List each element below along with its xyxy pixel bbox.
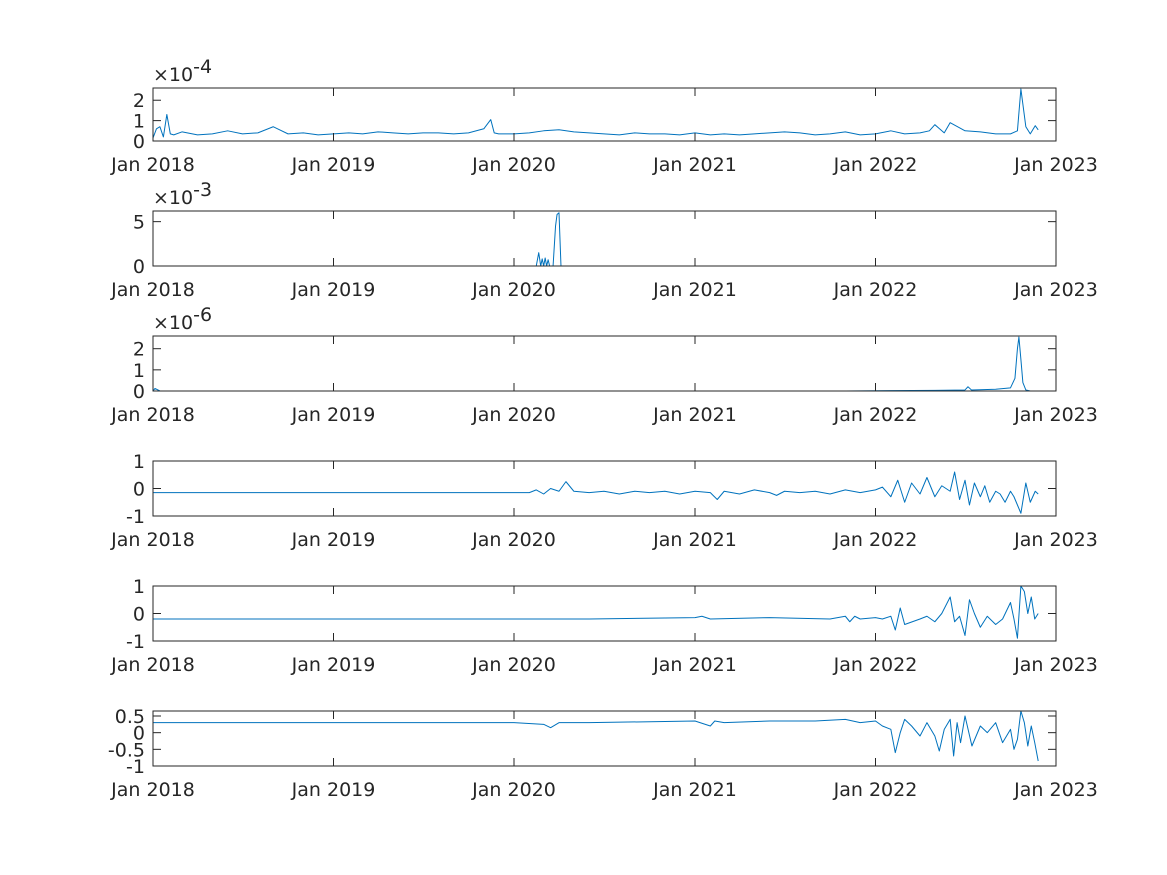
x-tick-label: Jan 2019 — [291, 279, 376, 301]
axes-layer: Jan 2018 Jan 2019 Jan 2020 Jan 2021 Jan 2022… — [108, 56, 1098, 801]
x-tick-label: Jan 2021 — [652, 779, 737, 801]
x-tick-label: Jan 2021 — [652, 154, 737, 176]
y-tick-label: 2 — [133, 339, 145, 361]
y-tick-label: 0 — [133, 381, 145, 403]
x-tick-label: Jan 2018 — [110, 654, 195, 676]
x-tick-label: Jan 2020 — [471, 529, 556, 551]
subplot-2: Jan 2018 Jan 2019 Jan 2020 Jan 2021 Jan 2022… — [110, 179, 1098, 301]
y-tick-label: 1 — [133, 360, 145, 382]
series-line-1-1 — [152, 88, 1039, 139]
x-tick-label: Jan 2022 — [833, 654, 918, 676]
series-line-6-1 — [153, 710, 1039, 762]
x-tick-label: Jan 2021 — [652, 404, 737, 426]
y-tick-label: -1 — [126, 506, 145, 528]
y-exponent-label: ×10-3 — [153, 179, 212, 209]
x-tick-label: Jan 2023 — [1013, 654, 1098, 676]
x-tick-label: Jan 2018 — [110, 154, 195, 176]
x-tick-label: Jan 2020 — [471, 279, 556, 301]
x-tick-label: Jan 2020 — [471, 404, 556, 426]
subplot-6: Jan 2018 Jan 2019 Jan 2020 Jan 2021 Jan 2022… — [108, 706, 1098, 801]
x-tick-label: Jan 2018 — [110, 529, 195, 551]
x-tick-label: Jan 2022 — [833, 529, 918, 551]
x-tick-label: Jan 2023 — [1013, 404, 1098, 426]
x-tick-label: Jan 2022 — [833, 404, 918, 426]
subplot-1: Jan 2018 Jan 2019 Jan 2020 Jan 2021 Jan 2022… — [110, 56, 1098, 176]
y-tick-label: 5 — [133, 212, 145, 234]
x-tick-label: Jan 2020 — [471, 654, 556, 676]
y-tick-label: 1 — [133, 576, 145, 598]
x-tick-label: Jan 2019 — [291, 654, 376, 676]
subplot-5: Jan 2018 Jan 2019 Jan 2020 Jan 2021 Jan 2022… — [110, 576, 1098, 676]
x-tick-label: Jan 2023 — [1013, 529, 1098, 551]
x-tick-label: Jan 2022 — [833, 279, 918, 301]
y-tick-label: 1 — [133, 451, 145, 473]
x-tick-label: Jan 2019 — [291, 779, 376, 801]
x-tick-label: Jan 2022 — [833, 154, 918, 176]
x-tick-label: Jan 2023 — [1013, 279, 1098, 301]
y-tick-label: 1 — [133, 111, 145, 133]
x-tick-label: Jan 2021 — [652, 279, 737, 301]
x-tick-label: Jan 2023 — [1013, 779, 1098, 801]
axis-box — [152, 87, 1057, 142]
axis-box — [152, 710, 1057, 767]
x-tick-label: Jan 2020 — [471, 779, 556, 801]
subplot-4: Jan 2018 Jan 2019 Jan 2020 Jan 2021 Jan 2022… — [110, 451, 1098, 551]
series-line-4-1 — [153, 471, 1039, 514]
y-tick-label: 0 — [133, 604, 145, 626]
x-tick-label: Jan 2020 — [471, 154, 556, 176]
y-tick-label: 0.5 — [115, 706, 145, 728]
x-tick-label: Jan 2018 — [110, 279, 195, 301]
y-tick-label: 0 — [133, 723, 145, 745]
x-tick-label: Jan 2019 — [291, 154, 376, 176]
subplot-3: Jan 2018 Jan 2019 Jan 2020 Jan 2021 Jan 2022… — [110, 304, 1098, 426]
x-tick-label: Jan 2018 — [110, 779, 195, 801]
x-tick-label: Jan 2019 — [291, 529, 376, 551]
series-line-5-1 — [153, 585, 1039, 639]
x-tick-label: Jan 2023 — [1013, 154, 1098, 176]
x-tick-label: Jan 2019 — [291, 404, 376, 426]
y-exponent-label: ×10-4 — [153, 56, 212, 86]
y-tick-label: -1 — [126, 631, 145, 653]
x-tick-label: Jan 2021 — [652, 529, 737, 551]
y-tick-label: 0 — [133, 256, 145, 278]
y-tick-label: -1 — [126, 756, 145, 778]
x-tick-label: Jan 2022 — [833, 779, 918, 801]
axis-box — [152, 210, 1057, 267]
x-tick-label: Jan 2018 — [110, 404, 195, 426]
y-tick-label: -0.5 — [108, 739, 145, 761]
y-exponent-label: ×10-6 — [153, 304, 212, 334]
y-tick-label: 0 — [133, 479, 145, 501]
y-tick-label: 0 — [133, 131, 145, 153]
axis-box — [152, 335, 1057, 392]
y-tick-label: 2 — [133, 90, 145, 112]
x-tick-label: Jan 2021 — [652, 654, 737, 676]
